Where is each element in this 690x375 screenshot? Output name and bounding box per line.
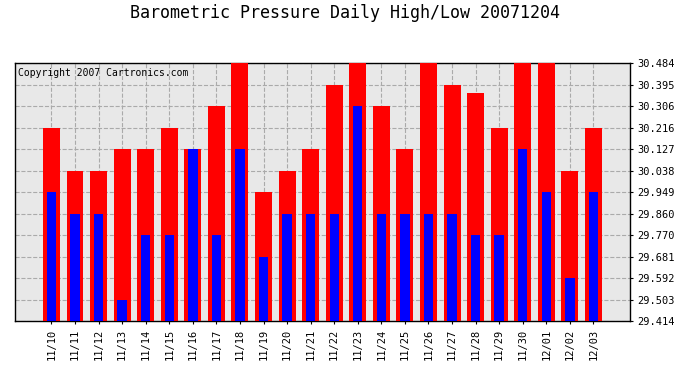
Bar — [349, 63, 366, 321]
Bar — [542, 192, 551, 321]
Bar — [259, 257, 268, 321]
Bar — [444, 85, 460, 321]
Bar — [90, 171, 107, 321]
Bar — [306, 214, 315, 321]
Bar — [353, 106, 362, 321]
Bar — [141, 236, 150, 321]
Text: Copyright 2007 Cartronics.com: Copyright 2007 Cartronics.com — [18, 68, 188, 78]
Bar — [495, 236, 504, 321]
Bar — [137, 149, 154, 321]
Bar — [447, 214, 457, 321]
Bar — [282, 214, 292, 321]
Bar — [117, 300, 127, 321]
Bar — [255, 192, 272, 321]
Bar — [377, 214, 386, 321]
Bar — [424, 214, 433, 321]
Bar — [235, 149, 245, 321]
Bar — [66, 171, 83, 321]
Bar — [565, 278, 575, 321]
Bar — [562, 171, 578, 321]
Bar — [514, 63, 531, 321]
Bar — [420, 63, 437, 321]
Bar — [94, 214, 104, 321]
Bar — [585, 128, 602, 321]
Bar — [184, 149, 201, 321]
Bar — [518, 149, 527, 321]
Bar — [231, 63, 248, 321]
Bar — [212, 236, 221, 321]
Text: Barometric Pressure Daily High/Low 20071204: Barometric Pressure Daily High/Low 20071… — [130, 4, 560, 22]
Bar — [538, 63, 555, 321]
Bar — [43, 128, 60, 321]
Bar — [589, 192, 598, 321]
Bar — [302, 149, 319, 321]
Bar — [47, 192, 56, 321]
Bar — [397, 149, 413, 321]
Bar — [467, 93, 484, 321]
Bar — [188, 149, 197, 321]
Bar — [279, 171, 295, 321]
Bar — [70, 214, 80, 321]
Bar — [326, 85, 343, 321]
Bar — [114, 149, 130, 321]
Bar — [330, 214, 339, 321]
Bar — [491, 128, 508, 321]
Bar — [400, 214, 410, 321]
Bar — [161, 128, 178, 321]
Bar — [164, 236, 174, 321]
Bar — [208, 106, 225, 321]
Bar — [373, 106, 390, 321]
Bar — [471, 236, 480, 321]
